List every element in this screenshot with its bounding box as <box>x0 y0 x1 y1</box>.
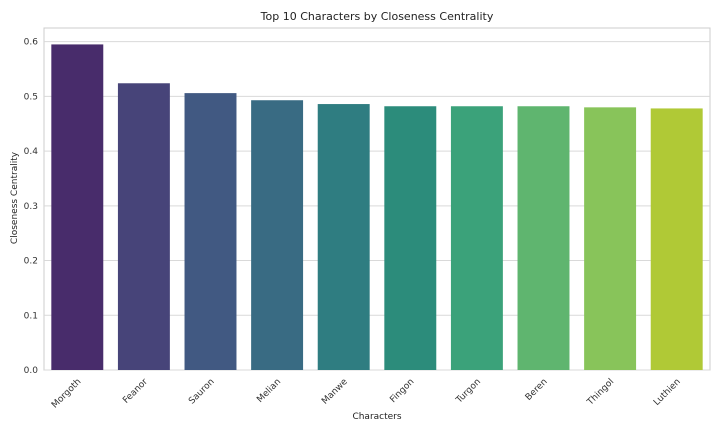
bar-melian <box>251 100 304 370</box>
x-tick-label: Beren <box>524 377 550 403</box>
x-tick-label: Thingol <box>585 377 616 408</box>
chart-title: Top 10 Characters by Closeness Centralit… <box>260 10 494 23</box>
x-tick-label: Manwe <box>320 377 350 407</box>
y-tick-label: 0.0 <box>24 366 39 376</box>
bar-turgon <box>450 106 503 370</box>
y-tick-label: 0.5 <box>24 92 38 102</box>
bars <box>51 44 703 371</box>
x-tick-labels: Morgoth Feanor Sauron Melian Manwe Fingon Turg… <box>50 377 683 411</box>
bar-feanor <box>117 83 170 370</box>
y-tick-label: 0.2 <box>24 257 38 267</box>
x-tick-label: Feanor <box>121 377 150 406</box>
y-tick-label: 0.3 <box>24 202 38 212</box>
bar-thingol <box>584 107 637 371</box>
x-tick-label: Melian <box>255 377 283 405</box>
bar-sauron <box>184 93 237 371</box>
bar-beren <box>517 106 570 370</box>
plot-area: 0.0 0.1 0.2 0.3 0.4 0.5 0.6 Morgoth Feanor Sauro… <box>24 27 711 411</box>
bar-luthien <box>650 108 703 370</box>
y-tick-labels: 0.0 0.1 0.2 0.3 0.4 0.5 0.6 <box>24 38 39 376</box>
y-tick-label: 0.4 <box>24 147 39 157</box>
y-axis-label: Closeness Centrality <box>10 151 20 244</box>
x-tick-label: Fingon <box>388 377 416 405</box>
bar-morgoth <box>51 44 104 370</box>
x-tick-label: Sauron <box>187 377 216 406</box>
x-tick-label: Luthien <box>652 377 683 408</box>
bar-manwe <box>317 104 370 371</box>
bar-fingon <box>384 106 437 370</box>
y-tick-label: 0.6 <box>24 38 39 48</box>
x-axis-label: Characters <box>352 412 401 422</box>
y-tick-label: 0.1 <box>24 311 38 321</box>
x-tick-label: Turgon <box>454 377 483 406</box>
x-tick-label: Morgoth <box>50 377 83 410</box>
